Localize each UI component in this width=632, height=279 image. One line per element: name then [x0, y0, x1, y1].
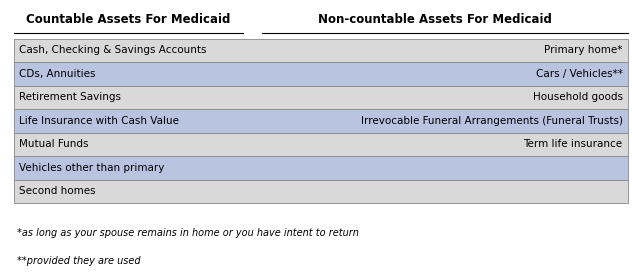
- Text: Non-countable Assets For Medicaid: Non-countable Assets For Medicaid: [319, 13, 552, 26]
- Text: *as long as your spouse remains in home or you have intent to return: *as long as your spouse remains in home …: [16, 229, 358, 239]
- Text: CDs, Annuities: CDs, Annuities: [18, 69, 95, 79]
- Text: Life Insurance with Cash Value: Life Insurance with Cash Value: [18, 116, 179, 126]
- Text: Second homes: Second homes: [18, 186, 95, 196]
- Text: Irrevocable Funeral Arrangements (Funeral Trusts): Irrevocable Funeral Arrangements (Funera…: [360, 116, 623, 126]
- Bar: [14, 39, 628, 62]
- Text: Term life insurance: Term life insurance: [523, 139, 623, 149]
- Bar: [14, 156, 628, 180]
- Text: Cash, Checking & Savings Accounts: Cash, Checking & Savings Accounts: [18, 45, 206, 56]
- Text: Primary home*: Primary home*: [544, 45, 623, 56]
- Text: **provided they are used: **provided they are used: [16, 256, 140, 266]
- Text: Countable Assets For Medicaid: Countable Assets For Medicaid: [26, 13, 231, 26]
- Text: Household goods: Household goods: [533, 92, 623, 102]
- Text: Mutual Funds: Mutual Funds: [18, 139, 88, 149]
- Text: Retirement Savings: Retirement Savings: [18, 92, 121, 102]
- Bar: [14, 109, 628, 133]
- Text: Vehicles other than primary: Vehicles other than primary: [18, 163, 164, 173]
- Bar: [14, 133, 628, 156]
- Bar: [14, 62, 628, 86]
- Bar: [14, 180, 628, 203]
- Text: Cars / Vehicles**: Cars / Vehicles**: [536, 69, 623, 79]
- Bar: [14, 86, 628, 109]
